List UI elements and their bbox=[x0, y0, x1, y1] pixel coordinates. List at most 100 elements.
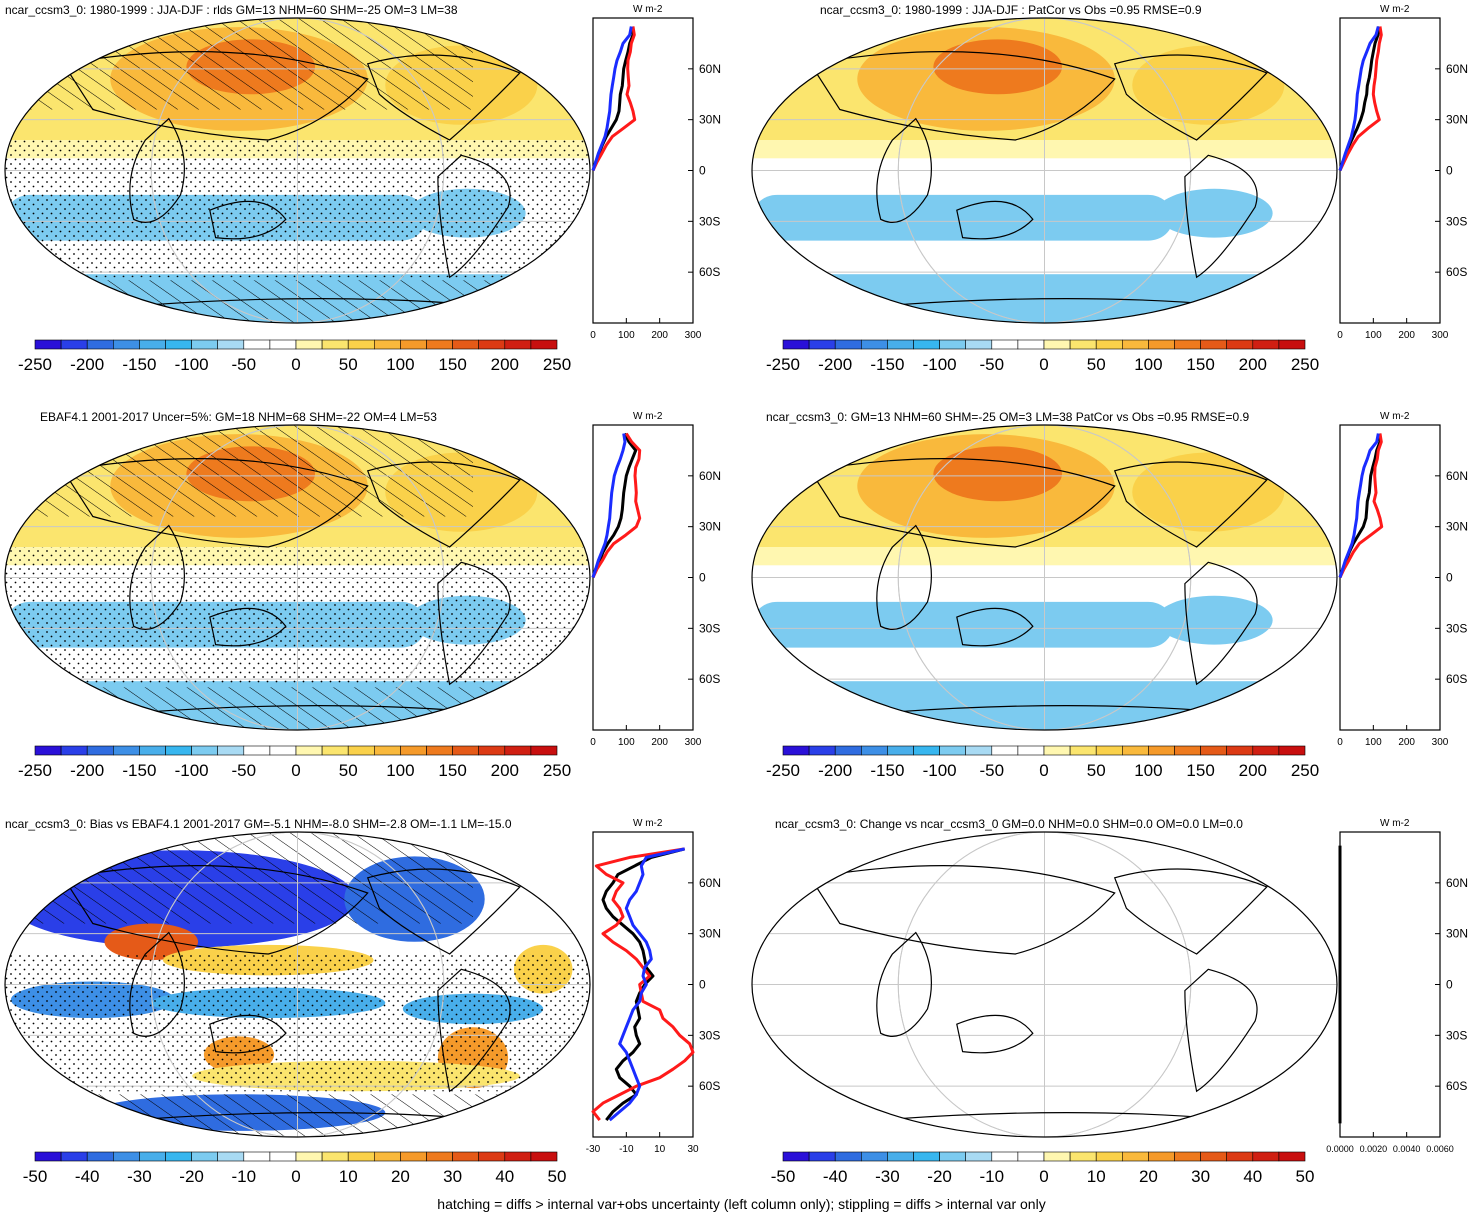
colorbar-tick-label: -50 bbox=[23, 1167, 48, 1186]
colorbar-box bbox=[400, 339, 427, 350]
colorbar-tick-label: 200 bbox=[491, 761, 519, 780]
colorbar-box bbox=[139, 745, 166, 756]
panel-title-1: ncar_ccsm3_0: 1980-1999 : JJA-DJF : rlds… bbox=[5, 3, 458, 17]
lat-tick-label: 60S bbox=[1446, 672, 1467, 686]
colorbar-box bbox=[1278, 1151, 1306, 1162]
x-tick-label: 300 bbox=[1432, 737, 1449, 748]
colorbar-box bbox=[34, 745, 62, 756]
colorbar-tick-label: -50 bbox=[980, 355, 1005, 374]
colorbar-box bbox=[1122, 1151, 1149, 1162]
lat-tick-label: 0 bbox=[699, 164, 706, 178]
coastline bbox=[876, 931, 932, 1037]
colorbar-box bbox=[1017, 1151, 1045, 1162]
coastline bbox=[209, 200, 287, 240]
lat-tick-label: 60S bbox=[1446, 265, 1467, 279]
profile-2: W m-2 60N 30N 0 30S 60S 0 100 200 300 bbox=[1337, 4, 1468, 341]
colorbar-tick-label: -30 bbox=[127, 1167, 152, 1186]
map-1 bbox=[5, 18, 590, 323]
colorbar-box bbox=[939, 1151, 966, 1162]
colorbar-tick-label: 10 bbox=[1087, 1167, 1106, 1186]
colorbar-tick-label: -20 bbox=[927, 1167, 952, 1186]
coastline bbox=[898, 298, 1221, 306]
coastline bbox=[898, 1112, 1221, 1120]
colorbar-tick-label: -200 bbox=[818, 355, 852, 374]
profile-series-2 bbox=[591, 847, 695, 1122]
lat-tick-label: 30N bbox=[699, 927, 721, 941]
colorbar-box bbox=[60, 745, 88, 756]
colorbar-tick-label: -30 bbox=[875, 1167, 900, 1186]
colorbar-tick-label: 0 bbox=[291, 1167, 300, 1186]
colorbar-box bbox=[991, 1151, 1019, 1162]
colorbar-box bbox=[1043, 339, 1071, 350]
colorbar-tick-label: 40 bbox=[1243, 1167, 1262, 1186]
colorbar-tick-label: 10 bbox=[339, 1167, 358, 1186]
colorbar-tick-label: 50 bbox=[1296, 1167, 1315, 1186]
colorbar-box bbox=[321, 745, 349, 756]
cool-band bbox=[752, 601, 1174, 648]
colorbar-box bbox=[217, 1151, 245, 1162]
colorbar-box bbox=[165, 1151, 192, 1162]
colorbar-box bbox=[426, 1151, 453, 1162]
x-tick-label: -30 bbox=[586, 1144, 601, 1155]
coastline bbox=[898, 705, 1221, 713]
colorbar-box bbox=[939, 339, 966, 350]
colorbar-box bbox=[347, 1151, 375, 1162]
colorbar-tick-label: 100 bbox=[1134, 761, 1162, 780]
cool-band bbox=[752, 194, 1174, 241]
profile-series-2 bbox=[1338, 26, 1383, 172]
colorbar-box bbox=[504, 745, 532, 756]
colorbar-box bbox=[1095, 745, 1123, 756]
x-tick-label: 0 bbox=[1337, 737, 1343, 748]
lat-tick-label: 30N bbox=[1446, 927, 1468, 941]
colorbar-tick-label: 250 bbox=[543, 761, 571, 780]
coastline bbox=[366, 868, 521, 955]
colorbar-tick-label: -250 bbox=[766, 761, 800, 780]
lat-tick-label: 60N bbox=[699, 876, 721, 890]
colorbar-box bbox=[504, 1151, 532, 1162]
lat-tick-label: 60N bbox=[1446, 876, 1468, 890]
coastline bbox=[151, 298, 474, 306]
colorbar-tick-label: -10 bbox=[232, 1167, 257, 1186]
coastline bbox=[1184, 968, 1258, 1093]
colorbar-box bbox=[269, 1151, 297, 1162]
colorbar-tick-label: -200 bbox=[70, 761, 104, 780]
x-tick-label: 0 bbox=[590, 737, 596, 748]
colorbar-box bbox=[86, 339, 114, 350]
colorbar-tick-label: -50 bbox=[232, 355, 257, 374]
colorbar-box bbox=[373, 339, 401, 350]
colorbar-box bbox=[860, 339, 888, 350]
colorbar-box bbox=[1069, 745, 1097, 756]
x-tick-label: 0.0000 bbox=[1326, 1144, 1354, 1154]
colorbar-box bbox=[1278, 339, 1306, 350]
colorbar-box bbox=[1095, 1151, 1123, 1162]
panel-title-3: EBAF4.1 2001-2017 Uncer=5%: GM=18 NHM=68… bbox=[40, 410, 437, 424]
colorbar-box bbox=[426, 339, 453, 350]
coastline bbox=[956, 200, 1034, 240]
colorbar-tick-label: 150 bbox=[1186, 355, 1214, 374]
coastline bbox=[809, 458, 1116, 548]
colorbar-tick-label: -50 bbox=[771, 1167, 796, 1186]
colorbar-box bbox=[347, 339, 375, 350]
hatching-north bbox=[5, 18, 473, 110]
colorbar-box bbox=[191, 339, 219, 350]
cool-patch bbox=[1155, 188, 1273, 238]
colorbar-tick-label: -150 bbox=[122, 761, 156, 780]
colorbar-box bbox=[939, 745, 966, 756]
colorbar-box bbox=[60, 339, 88, 350]
coastline bbox=[1113, 54, 1268, 141]
coastline bbox=[437, 968, 511, 1093]
profile-series-3 bbox=[591, 433, 627, 578]
profile-unit-label: W m-2 bbox=[1380, 411, 1410, 422]
colorbar-box bbox=[295, 745, 323, 756]
colorbar-box bbox=[1174, 339, 1201, 350]
colorbar-tick-label: -40 bbox=[823, 1167, 848, 1186]
hatching-north bbox=[5, 425, 473, 517]
colorbar-box bbox=[400, 745, 427, 756]
colorbar-box bbox=[1226, 1151, 1254, 1162]
profile-series-3 bbox=[591, 26, 633, 171]
profile-4: W m-2 60N 30N 0 30S 60S 0 100 200 300 bbox=[1337, 411, 1468, 748]
colorbar-box bbox=[530, 1151, 558, 1162]
lat-tick-label: 60N bbox=[1446, 62, 1468, 76]
colorbar-box bbox=[243, 339, 271, 350]
map-border bbox=[4, 831, 591, 1138]
